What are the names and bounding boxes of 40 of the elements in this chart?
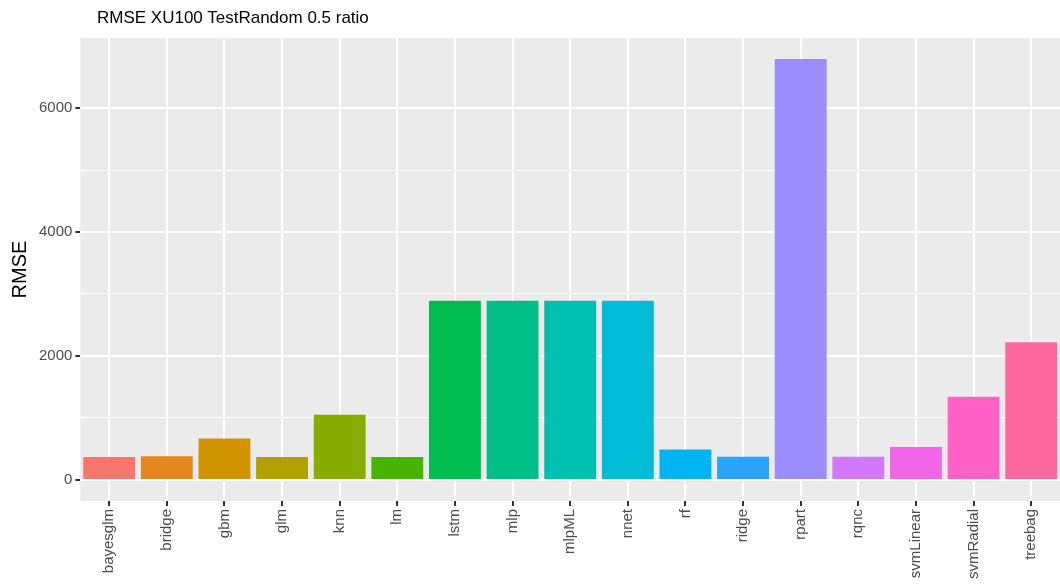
- y-tick-label: 0: [64, 470, 73, 488]
- bar: [486, 300, 539, 479]
- x-tick-label: rf: [675, 508, 693, 519]
- bar: [717, 456, 769, 479]
- bar: [659, 449, 712, 479]
- x-tick-label: rqnc: [848, 508, 866, 539]
- y-tick-label: 4000: [38, 222, 73, 240]
- x-tick-label: lstm: [445, 508, 463, 537]
- bar: [890, 447, 942, 479]
- x-tick-label: lm: [387, 508, 405, 525]
- bar: [313, 414, 366, 479]
- bar: [83, 456, 136, 479]
- x-tick-label: bridge: [156, 508, 174, 551]
- x-tick-label: ridge: [733, 508, 751, 543]
- bar: [774, 59, 827, 479]
- bar: [601, 300, 654, 479]
- x-tick-label: rpart: [790, 508, 808, 540]
- y-tick-label: 6000: [38, 98, 73, 116]
- bar: [256, 456, 308, 479]
- bar: [947, 396, 1000, 479]
- x-tick-label: svmRadial: [963, 508, 981, 580]
- x-tick-label: nnet: [617, 508, 635, 539]
- y-axis-title: RMSE: [7, 240, 30, 299]
- chart-title: RMSE XU100 TestRandom 0.5 ratio: [97, 8, 369, 28]
- x-tick-label: mlpML: [560, 508, 578, 554]
- x-tick-label: treebag: [1021, 508, 1039, 560]
- y-tick-label: 2000: [38, 346, 73, 364]
- x-tick-label: glm: [272, 508, 290, 534]
- bar: [832, 456, 885, 479]
- bar: [140, 456, 193, 479]
- x-tick-label: bayesglm: [99, 508, 117, 574]
- x-tick-label: gbm: [214, 508, 232, 539]
- bar: [429, 300, 481, 479]
- x-tick-label: svmLinear: [906, 508, 924, 579]
- bar: [371, 456, 424, 479]
- bar: [544, 300, 597, 479]
- bar: [198, 438, 251, 479]
- bar: [1005, 342, 1058, 479]
- x-tick-label: mlp: [502, 508, 520, 534]
- x-tick-label: knn: [329, 508, 347, 534]
